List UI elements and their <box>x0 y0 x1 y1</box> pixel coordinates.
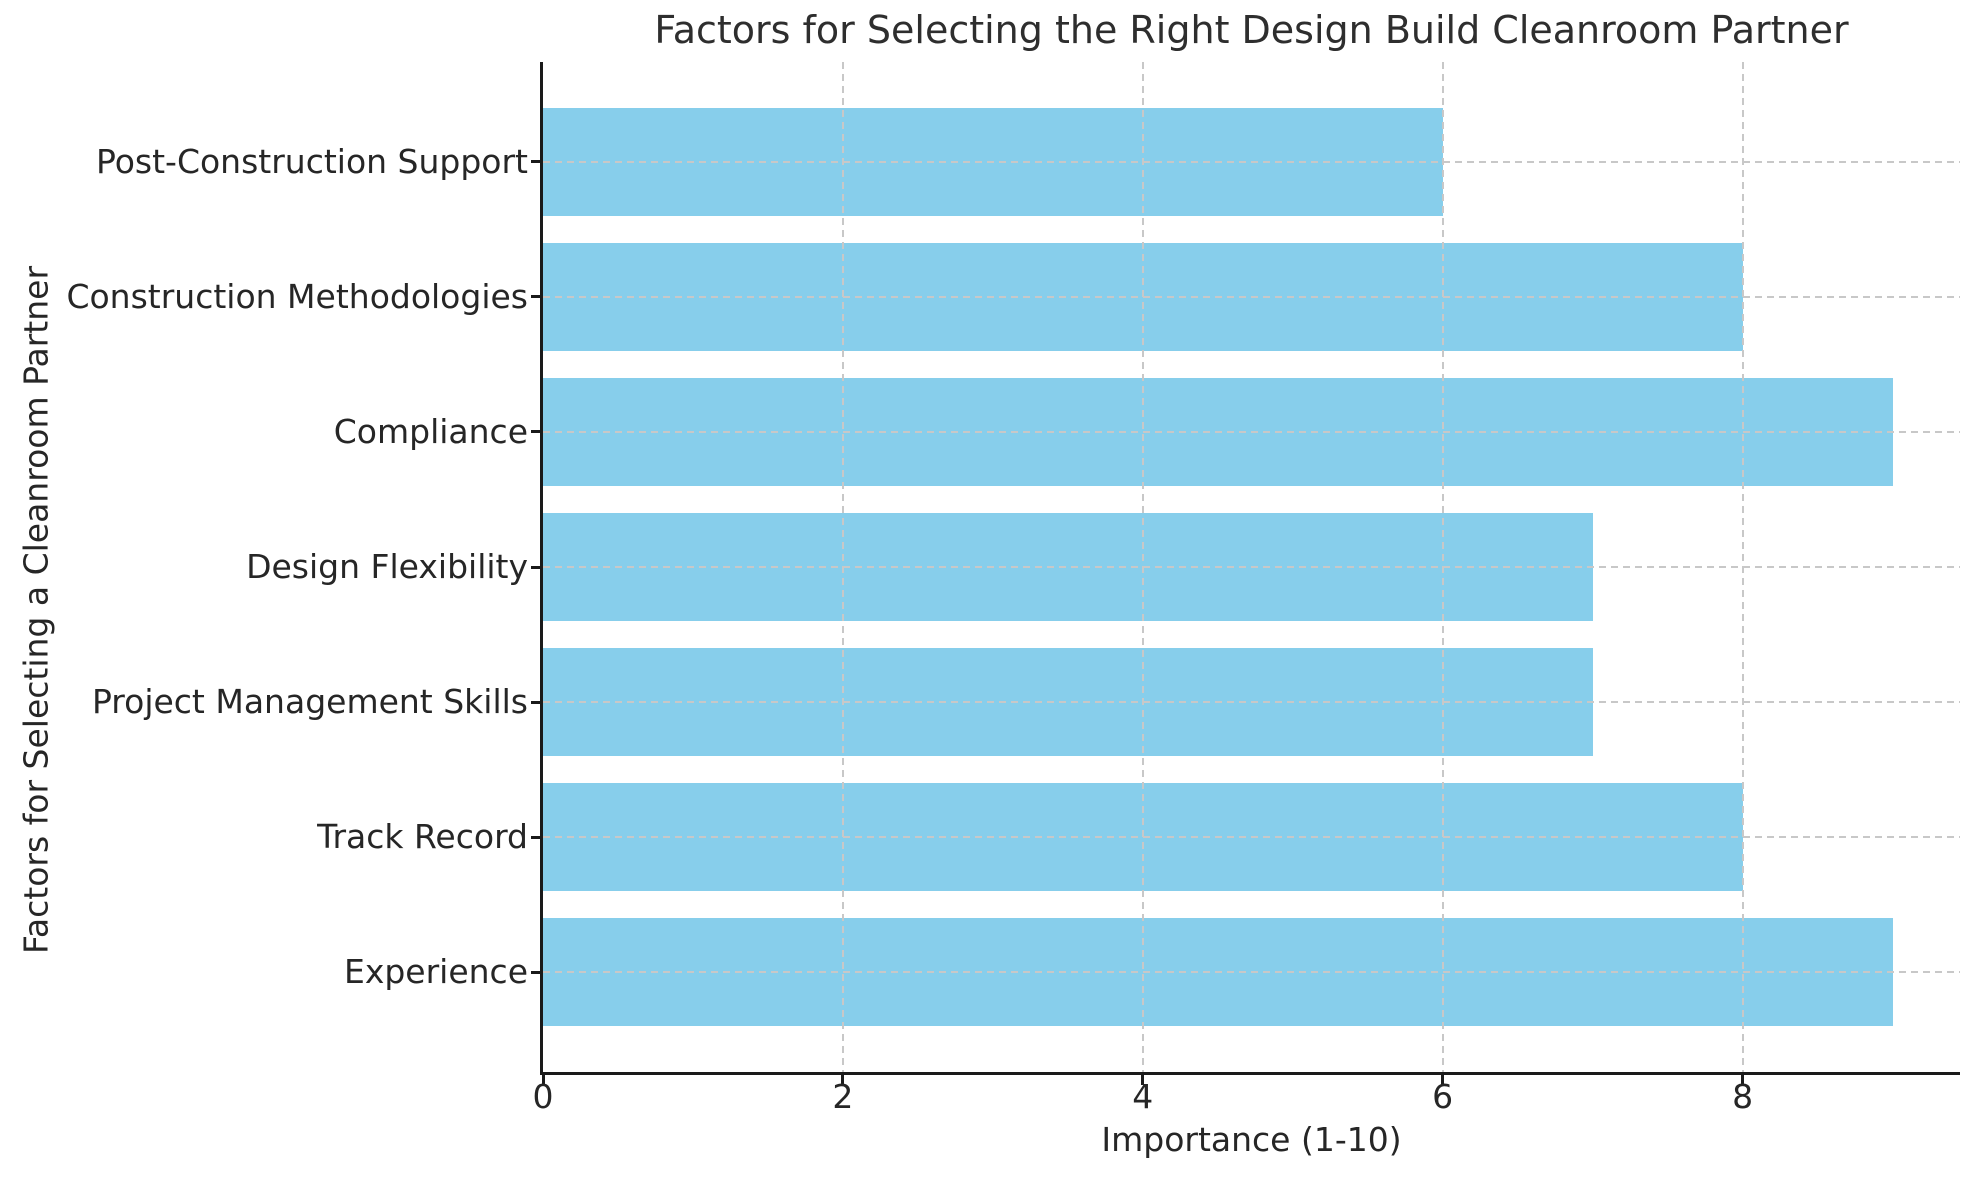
x-axis-label: Importance (1-10) <box>1101 1120 1402 1159</box>
h-gridline-post-construction-support <box>543 160 1960 163</box>
y-axis-spine <box>540 62 543 1075</box>
y-tick-mark-experience <box>531 970 541 974</box>
x-tick-label-6: 6 <box>1432 1077 1454 1116</box>
y-tick-label-project-management-skills: Project Management Skills <box>91 682 528 722</box>
y-tick-label-track-record: Track Record <box>317 817 528 857</box>
x-tick-mark-8 <box>1741 1075 1745 1085</box>
x-tick-mark-2 <box>841 1075 845 1085</box>
h-gridline-design-flexibility <box>543 566 1960 568</box>
y-tick-label-compliance: Compliance <box>333 411 528 451</box>
chart-title: Factors for Selecting the Right Design B… <box>654 8 1849 52</box>
h-gridline-project-management-skills <box>543 701 1960 704</box>
y-tick-mark-track-record <box>531 835 541 839</box>
plot-area <box>543 62 1960 1072</box>
h-gridline-experience <box>543 971 1960 974</box>
y-tick-label-post-construction-support: Post-Construction Support <box>95 141 528 181</box>
x-tick-label-8: 8 <box>1732 1077 1754 1116</box>
x-tick-mark-6 <box>1441 1075 1445 1085</box>
y-tick-mark-design-flexibility <box>531 565 541 569</box>
x-tick-mark-4 <box>1141 1075 1145 1085</box>
y-tick-label-experience: Experience <box>343 952 528 992</box>
x-tick-mark-0 <box>541 1075 545 1085</box>
x-tick-label-4: 4 <box>1132 1077 1154 1116</box>
x-tick-label-0: 0 <box>532 1077 554 1116</box>
v-gridline-2 <box>841 62 844 1072</box>
x-tick-label-2: 2 <box>832 1077 854 1116</box>
y-tick-label-construction-methodologies: Construction Methodologies <box>66 276 528 316</box>
x-axis-spine <box>540 1072 1960 1075</box>
y-tick-mark-project-management-skills <box>531 700 541 704</box>
y-tick-label-design-flexibility: Design Flexibility <box>246 547 528 586</box>
y-tick-mark-compliance <box>531 430 541 434</box>
h-gridline-track-record <box>543 836 1960 839</box>
y-tick-mark-construction-methodologies <box>531 295 541 299</box>
v-gridline-4 <box>1141 62 1144 1072</box>
v-gridline-8 <box>1741 62 1744 1072</box>
h-gridline-construction-methodologies <box>543 295 1960 298</box>
v-gridline-6 <box>1441 62 1444 1072</box>
y-tick-mark-post-construction-support <box>531 160 541 164</box>
h-gridline-compliance <box>543 430 1960 433</box>
